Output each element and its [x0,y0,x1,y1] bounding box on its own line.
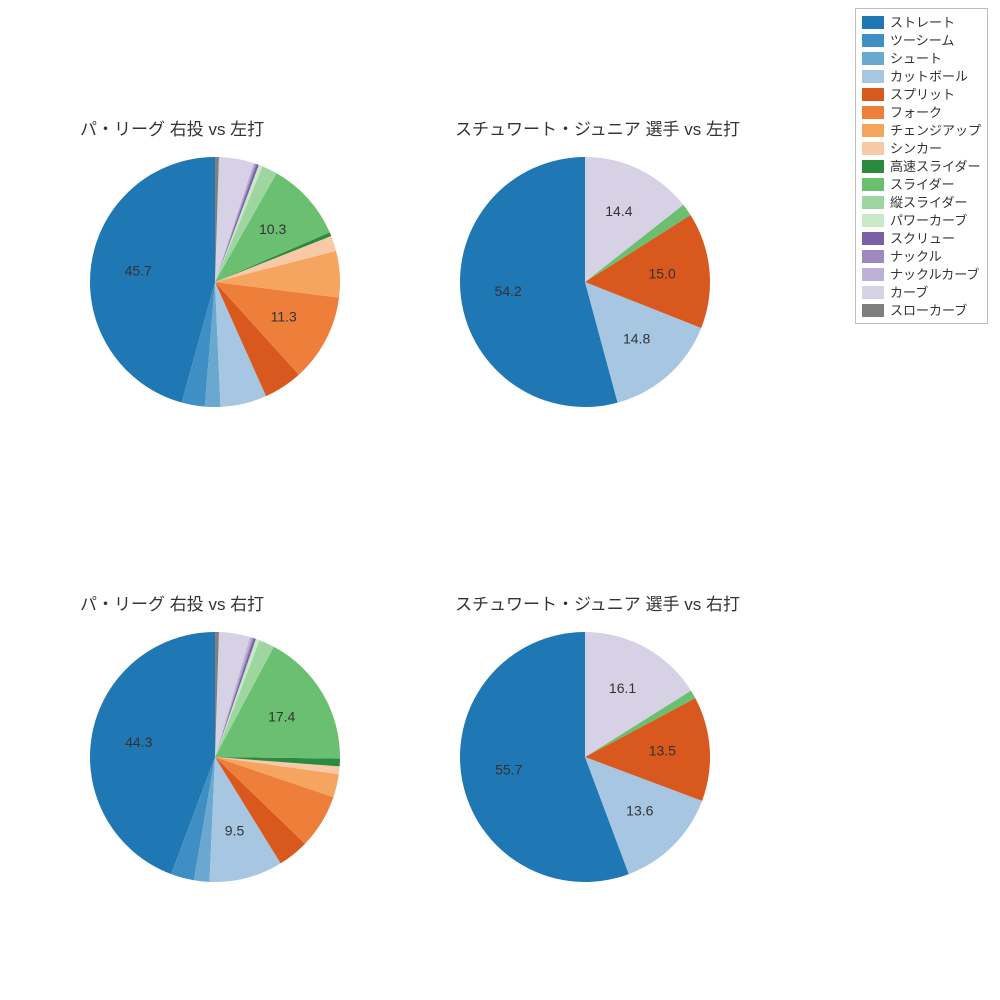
legend-item: スクリュー [862,229,981,247]
slice-label: 45.7 [125,262,152,278]
legend-item: シュート [862,49,981,67]
legend-item: フォーク [862,103,981,121]
legend-item: スローカーブ [862,301,981,319]
legend-swatch [862,268,884,281]
slice-label: 14.8 [623,331,650,347]
chart-stage: 45.7 11.3 10.3 54.2 14.8 15.0 14.4 44.3 9.5 17.4 5… [0,0,1000,1000]
legend-swatch [862,232,884,245]
slice-label: 15.0 [649,265,676,281]
slice-label: 10.3 [259,221,286,237]
legend-item: スライダー [862,175,981,193]
legend-item: ナックルカーブ [862,265,981,283]
legend-item: パワーカーブ [862,211,981,229]
legend-label: ナックルカーブ [890,268,979,281]
slice-label: 13.6 [626,803,653,819]
slice-label: 14.4 [605,203,632,219]
legend-label: カーブ [890,286,928,299]
legend-swatch [862,70,884,83]
legend-swatch [862,196,884,209]
legend-swatch [862,250,884,263]
legend-label: スローカーブ [890,304,967,317]
pie-title: スチュワート・ジュニア 選手 vs 左打 [455,115,740,140]
legend-label: スプリット [890,88,955,101]
legend-item: カーブ [862,283,981,301]
legend-label: カットボール [890,70,968,83]
legend-label: ストレート [890,16,955,29]
pie-title: パ・リーグ 右投 vs 左打 [80,115,264,140]
legend-item: 高速スライダー [862,157,981,175]
legend-item: 縦スライダー [862,193,981,211]
legend-swatch [862,160,884,173]
pie-title: パ・リーグ 右投 vs 右打 [80,590,264,615]
legend-label: 高速スライダー [890,160,980,173]
pie-title: スチュワート・ジュニア 選手 vs 右打 [455,590,740,615]
legend-item: チェンジアップ [862,121,981,139]
slice-label: 55.7 [495,762,522,778]
slice-label: 13.5 [649,743,676,759]
slice-label: 16.1 [609,680,636,696]
legend-item: ストレート [862,13,981,31]
legend-label: フォーク [890,106,942,119]
legend-swatch [862,178,884,191]
legend-item: シンカー [862,139,981,157]
legend-label: チェンジアップ [890,124,981,137]
legend-swatch [862,124,884,137]
slice-label: 11.3 [271,309,297,325]
legend-item: ナックル [862,247,981,265]
legend-label: パワーカーブ [890,214,967,227]
legend-label: シンカー [890,142,942,155]
legend-swatch [862,52,884,65]
legend-item: ツーシーム [862,31,981,49]
legend-item: スプリット [862,85,981,103]
chart-svg: 45.7 11.3 10.3 54.2 14.8 15.0 14.4 44.3 9.5 17.4 5… [0,0,1000,1000]
legend-label: スライダー [890,178,954,191]
legend-label: スクリュー [890,232,955,245]
slice-label: 9.5 [225,823,245,839]
legend: ストレートツーシームシュートカットボールスプリットフォークチェンジアップシンカー… [855,8,988,324]
legend-swatch [862,16,884,29]
legend-item: カットボール [862,67,981,85]
slice-label: 54.2 [495,283,522,299]
slice-label: 17.4 [268,708,295,724]
legend-swatch [862,214,884,227]
legend-label: シュート [890,52,942,65]
legend-swatch [862,286,884,299]
legend-swatch [862,34,884,47]
legend-label: ツーシーム [890,34,954,47]
legend-label: ナックル [890,250,942,263]
legend-swatch [862,106,884,119]
legend-label: 縦スライダー [890,196,967,209]
slice-label: 44.3 [125,734,152,750]
legend-swatch [862,304,884,317]
legend-swatch [862,88,884,101]
legend-swatch [862,142,884,155]
